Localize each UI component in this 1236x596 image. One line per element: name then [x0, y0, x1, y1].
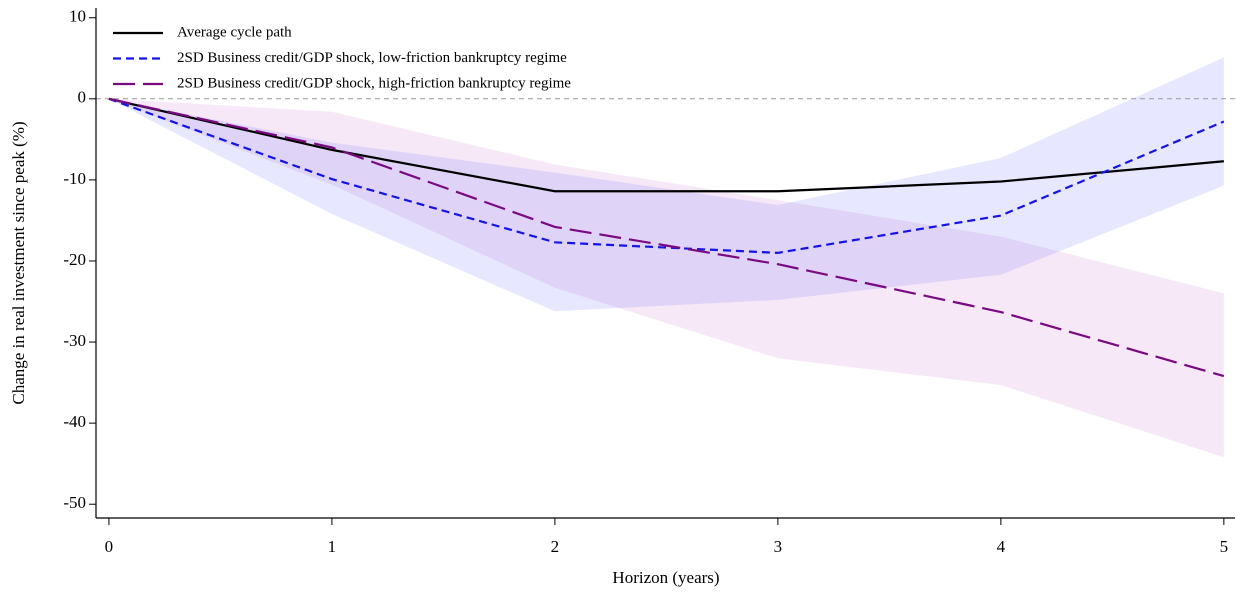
confidence-band [108, 57, 1224, 312]
y-tick-label: -40 [63, 412, 86, 431]
y-axis-title: Change in real investment since peak (%) [9, 121, 28, 404]
series-line [108, 97, 1224, 193]
y-tick-label: -50 [63, 493, 86, 512]
x-tick-label: 3 [774, 537, 783, 556]
confidence-band [108, 98, 1224, 458]
x-tick-label: 0 [105, 537, 114, 556]
x-tick-label: 1 [328, 537, 337, 556]
x-tick-label: 5 [1220, 537, 1229, 556]
x-tick-label: 4 [997, 537, 1006, 556]
y-tick-label: -20 [63, 250, 86, 269]
y-tick-label: -30 [63, 331, 86, 350]
series-line [108, 97, 1225, 378]
x-tick-label: 2 [551, 537, 560, 556]
y-tick-label: 0 [78, 88, 87, 107]
x-axis-title: Horizon (years) [612, 568, 719, 587]
series-line [108, 97, 1225, 254]
legend-label: Average cycle path [177, 24, 292, 40]
legend-label: 2SD Business credit/GDP shock, high-fric… [177, 75, 571, 91]
legend-label: 2SD Business credit/GDP shock, low-frict… [177, 50, 567, 66]
y-tick-label: 10 [69, 7, 86, 26]
y-tick-label: -10 [63, 169, 86, 188]
